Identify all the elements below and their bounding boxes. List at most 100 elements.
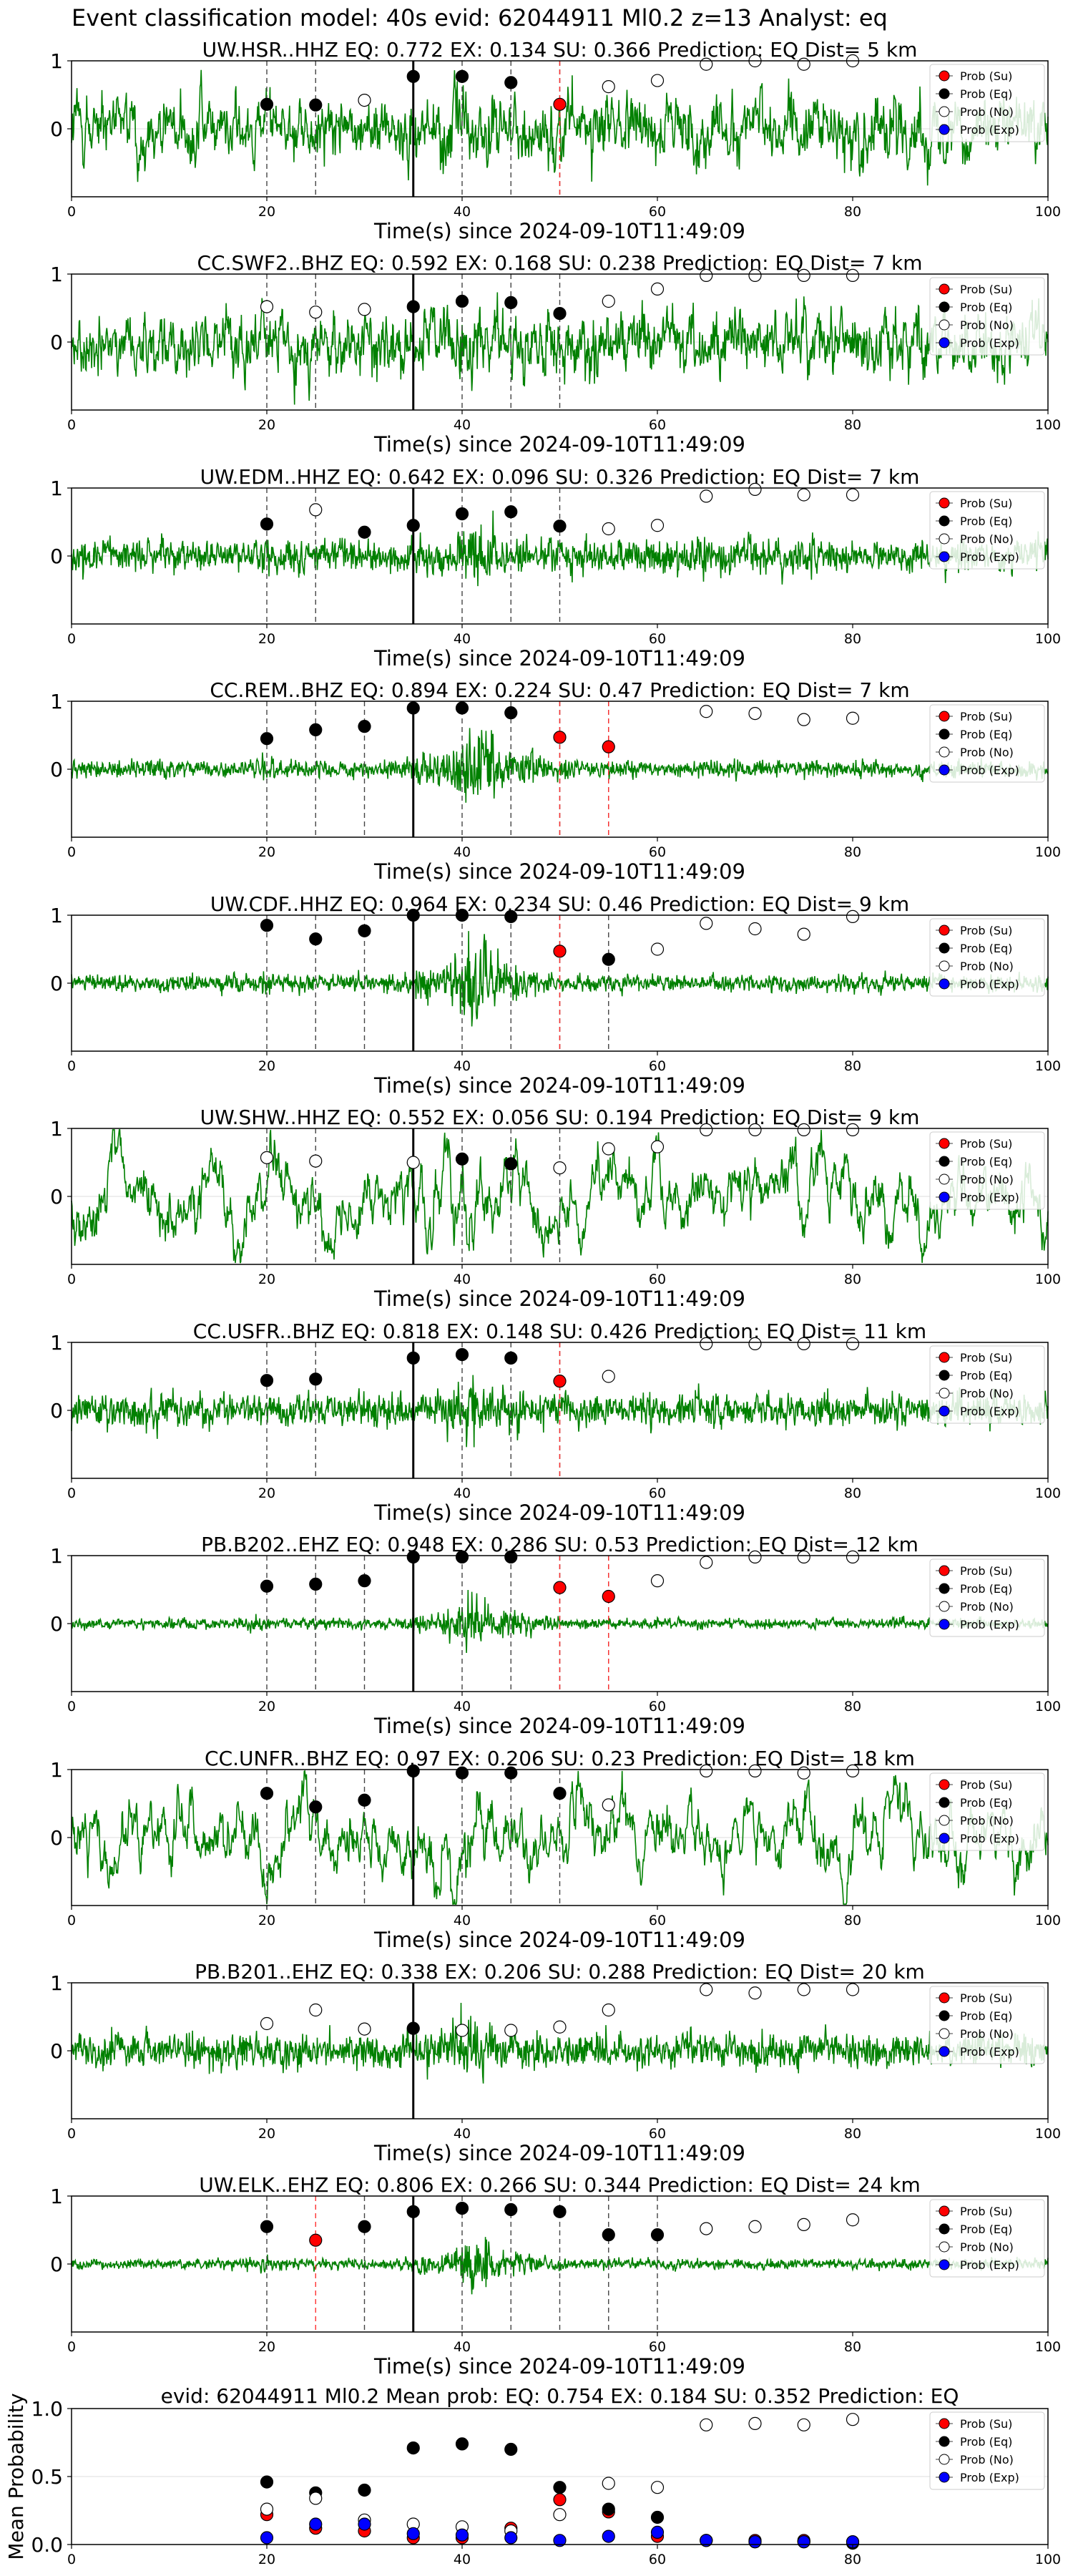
x-tick-label: 40 xyxy=(454,1058,471,1074)
x-tick-label: 20 xyxy=(258,417,275,433)
y-tick-label: 0 xyxy=(50,331,63,354)
prob-point xyxy=(260,1151,274,1164)
legend-label: Prob (No) xyxy=(960,105,1014,119)
legend-label: Prob (Eq) xyxy=(960,2223,1012,2236)
prob-point xyxy=(553,307,567,321)
prob-point xyxy=(504,2202,518,2217)
legend-marker xyxy=(939,924,950,936)
prob-point xyxy=(504,1766,518,1780)
prob-point xyxy=(455,1550,469,1563)
legend-frame xyxy=(929,1558,1045,1637)
prob-point xyxy=(455,1766,469,1780)
legend: Prob (Su) Prob (Eq) Prob (No) Prob (Exp) xyxy=(929,918,1045,997)
y-tick-label: 1 xyxy=(50,1331,63,1355)
prob-point xyxy=(797,57,810,71)
prob-point xyxy=(602,1589,615,1604)
prob-point xyxy=(846,1550,860,1563)
y-tick-label: 0 xyxy=(50,2253,63,2276)
waveform-panel: UW.SHW..HHZ EQ: 0.552 EX: 0.056 SU: 0.19… xyxy=(50,1106,1061,1311)
prob-point xyxy=(602,740,615,753)
legend: Prob (Su) Prob (Eq) Prob (No) Prob (Exp) xyxy=(929,1558,1045,1637)
legend-marker xyxy=(939,1583,950,1594)
prob-point xyxy=(309,1577,323,1591)
legend-label: Prob (Exp) xyxy=(960,1832,1019,1845)
prob-point xyxy=(309,1800,323,1814)
prob-point xyxy=(846,711,860,725)
mean-prob-point xyxy=(358,2483,371,2497)
legend-label: Prob (Su) xyxy=(960,2417,1012,2431)
legend: Prob (Su) Prob (Eq) Prob (No) Prob (Exp) xyxy=(929,277,1045,356)
prob-point xyxy=(700,705,713,718)
mean-prob-point xyxy=(700,2534,713,2547)
x-tick-label: 100 xyxy=(1035,1699,1061,1714)
legend: Prob (Su) Prob (Eq) Prob (No) Prob (Exp) xyxy=(929,1131,1045,1210)
x-tick-label: 100 xyxy=(1035,204,1061,220)
mean-prob-point xyxy=(602,2529,615,2543)
x-axis-label: Time(s) since 2024-09-10T11:49:09 xyxy=(373,219,745,243)
prob-point xyxy=(553,519,567,533)
legend-frame xyxy=(929,1986,1045,2064)
y-tick-label: 1 xyxy=(50,690,63,713)
x-tick-label: 80 xyxy=(844,1058,861,1074)
x-tick-label: 0 xyxy=(67,631,76,647)
legend-marker xyxy=(939,1191,950,1203)
legend-label: Prob (No) xyxy=(960,1600,1014,1614)
prob-point xyxy=(797,713,810,726)
prob-point xyxy=(846,268,860,282)
prob-point xyxy=(260,300,274,313)
legend-frame xyxy=(929,64,1045,142)
y-tick-label: 0 xyxy=(50,1399,63,1423)
prob-point xyxy=(748,2220,762,2233)
prob-point xyxy=(406,701,420,715)
prob-point xyxy=(406,2205,420,2218)
prob-point xyxy=(406,1550,420,1563)
x-tick-label: 20 xyxy=(258,2339,275,2355)
prob-point xyxy=(797,268,810,282)
x-axis-label: Time(s) since 2024-09-10T11:49:09 xyxy=(373,432,745,457)
prob-point xyxy=(602,522,615,536)
y-tick-label: 0 xyxy=(50,758,63,781)
panel-title: UW.HSR..HHZ EQ: 0.772 EX: 0.134 SU: 0.36… xyxy=(202,38,918,62)
x-tick-label: 60 xyxy=(649,844,666,860)
prob-point xyxy=(700,1764,713,1777)
x-tick-label: 80 xyxy=(844,1485,861,1501)
mean-prob-point xyxy=(406,2527,420,2540)
prob-point xyxy=(748,922,762,936)
waveform-panel: CC.SWF2..BHZ EQ: 0.592 EX: 0.168 SU: 0.2… xyxy=(50,251,1061,457)
legend-marker xyxy=(939,1387,950,1399)
legend-label: Prob (Exp) xyxy=(960,1618,1019,1631)
legend-marker xyxy=(939,2436,950,2447)
legend-label: Prob (Su) xyxy=(960,1778,1012,1792)
legend-marker xyxy=(939,319,950,331)
legend-marker xyxy=(939,1833,950,1844)
legend-label: Prob (Exp) xyxy=(960,2258,1019,2272)
prob-point xyxy=(406,1764,420,1777)
legend-marker xyxy=(939,1797,950,1808)
legend-frame xyxy=(929,918,1045,997)
prob-point xyxy=(846,1123,860,1137)
prob-point xyxy=(260,919,274,932)
x-tick-label: 80 xyxy=(844,631,861,647)
x-axis-label: Time(s) since 2024-09-10T11:49:09 xyxy=(373,1928,745,1952)
legend-label: Prob (No) xyxy=(960,2027,1014,2041)
prob-point xyxy=(602,79,615,94)
legend-marker xyxy=(939,70,950,82)
mean-prob-point xyxy=(700,2418,713,2431)
x-tick-label: 20 xyxy=(258,1913,275,1928)
prob-point xyxy=(504,1550,518,1563)
prob-point xyxy=(309,723,323,737)
mean-prob-point xyxy=(406,2441,420,2455)
waveform-panel: PB.B202..EHZ EQ: 0.948 EX: 0.286 SU: 0.5… xyxy=(50,1533,1061,1738)
x-tick-label: 100 xyxy=(1035,1485,1061,1501)
x-tick-label: 40 xyxy=(454,1699,471,1714)
mean-prob-point xyxy=(504,2442,518,2457)
prob-point xyxy=(455,507,469,521)
prob-point xyxy=(260,1374,274,1387)
x-tick-label: 60 xyxy=(649,417,666,433)
y-tick-label: 0 xyxy=(50,1612,63,1636)
prob-point xyxy=(748,268,762,282)
x-tick-label: 60 xyxy=(649,1058,666,1074)
mean-prob-point xyxy=(650,2525,665,2539)
panel-title: PB.B202..EHZ EQ: 0.948 EX: 0.286 SU: 0.5… xyxy=(201,1533,918,1556)
x-tick-label: 0 xyxy=(67,1699,76,1714)
